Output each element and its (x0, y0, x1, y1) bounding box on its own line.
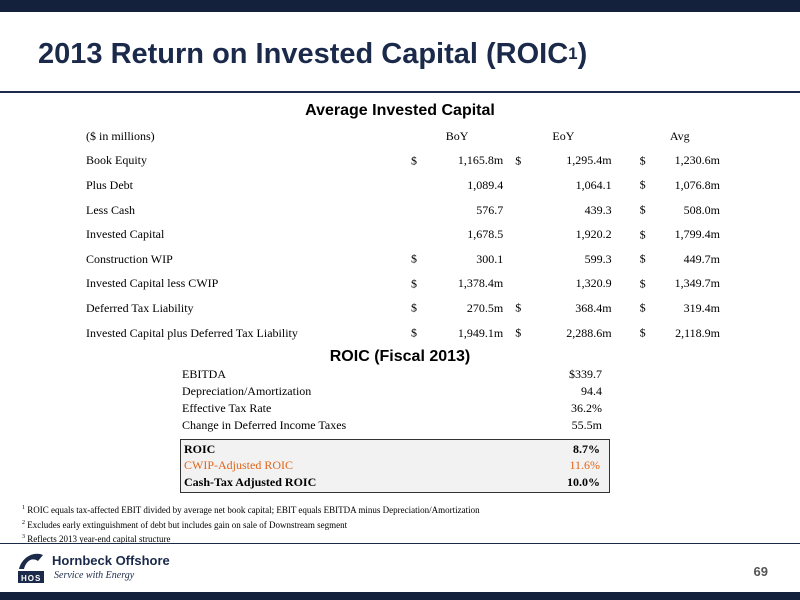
boy-value: 576.7 (476, 202, 504, 217)
roic-input-value: $339.7 (569, 367, 602, 381)
table-row: Invested Capital 1,678.5 1,920.2 $1,799.… (86, 222, 720, 247)
invested-capital-table: ($ in millions) BoY EoY Avg Book Equity … (86, 124, 720, 345)
avg-value: $1,076.8m (639, 177, 720, 192)
table-row: Plus Debt 1,089.4 1,064.1 $1,076.8m (86, 173, 720, 198)
roic-input-label: Effective Tax Rate (182, 401, 272, 415)
avg-value: $2,118.9m (639, 325, 720, 340)
company-name: Hornbeck Offshore (52, 553, 170, 568)
row-label: Construction WIP (86, 251, 173, 266)
roic-input-label: Change in Deferred Income Taxes (182, 418, 347, 432)
avg-value: $508.0m (639, 202, 720, 217)
cash-tax-adjusted-roic-row: Cash-Tax Adjusted ROIC 10.0% (184, 474, 604, 491)
row-label: Plus Debt (86, 177, 134, 192)
roic-inputs-table: EBITDA $339.7 Depreciation/Amortization … (182, 366, 608, 434)
column-header-avg: Avg (669, 128, 690, 143)
roic-input-value: 55.5m (571, 418, 602, 432)
table-row: Effective Tax Rate 36.2% (182, 400, 608, 417)
avg-value: $449.7m (639, 251, 720, 266)
cwip-adjusted-roic-value: 11.6% (569, 458, 600, 473)
boy-value: $270.5m (411, 300, 504, 315)
boy-value: $1,949.1m (411, 325, 504, 340)
row-label: Less Cash (86, 202, 135, 217)
slide-title-footnote-marker: 1 (568, 44, 578, 63)
hos-logo-icon: HOS (16, 549, 46, 585)
roic-input-value: 36.2% (571, 401, 602, 415)
title-rule (0, 91, 800, 93)
boy-value: 1,089.4 (467, 177, 504, 192)
svg-text:HOS: HOS (21, 574, 41, 583)
column-header-eoy: EoY (552, 128, 575, 143)
table-row: Less Cash 576.7 439.3 $508.0m (86, 198, 720, 223)
roic-heading: ROIC (Fiscal 2013) (329, 348, 471, 365)
table-row: Book Equity $1,165.8m $1,295.4m $1,230.6… (86, 149, 720, 174)
cwip-adjusted-roic-row: CWIP-Adjusted ROIC 11.6% (184, 458, 604, 475)
boy-value: $300.1 (411, 251, 504, 266)
column-header-boy: BoY (445, 128, 469, 143)
invested-capital-heading: Average Invested Capital (305, 102, 495, 119)
boy-value: $1,378.4m (411, 276, 504, 291)
roic-label: ROIC (184, 441, 216, 456)
row-label: Invested Capital less CWIP (86, 276, 219, 291)
boy-value: 1,678.5 (467, 227, 504, 242)
footnote: 3 Reflects 2013 year-end capital structu… (22, 534, 171, 544)
row-label: Book Equity (86, 153, 148, 168)
boy-value: $1,165.8m (411, 153, 504, 168)
bottom-bar (0, 592, 800, 600)
eoy-value: 599.3 (584, 251, 612, 266)
avg-value: $1,349.7m (639, 276, 720, 291)
eoy-value: $368.4m (515, 300, 612, 315)
footer-rule (0, 543, 800, 544)
table-row: Construction WIP $300.1 599.3 $449.7m (86, 247, 720, 272)
roic-row: ROIC 8.7% (184, 441, 604, 458)
footnote: 2 Excludes early extinguishment of debt … (22, 519, 348, 530)
table-row: Depreciation/Amortization 94.4 (182, 383, 608, 400)
row-label: Invested Capital plus Deferred Tax Liabi… (86, 325, 298, 340)
cash-tax-adjusted-roic-value: 10.0% (567, 474, 600, 489)
table-row: Invested Capital plus Deferred Tax Liabi… (86, 321, 720, 346)
roic-results-table: ROIC 8.7% CWIP-Adjusted ROIC 11.6% Cash-… (184, 441, 604, 491)
eoy-value: 1,064.1 (575, 177, 612, 192)
table-row: EBITDA $339.7 (182, 366, 608, 383)
footnotes: 1 ROIC equals tax-affected EBIT divided … (22, 502, 480, 546)
eoy-value: $2,288.6m (515, 325, 612, 340)
table-row: Invested Capital less CWIP $1,378.4m 1,3… (86, 272, 720, 297)
column-header-label: ($ in millions) (86, 128, 155, 143)
slide-title: 2013 Return on Invested Capital (ROIC1) (38, 38, 587, 71)
roic-input-value: 94.4 (581, 384, 602, 398)
roic-results-box (180, 439, 610, 493)
avg-value: $319.4m (639, 300, 720, 315)
roic-value: 8.7% (573, 441, 600, 456)
avg-value: $1,230.6m (639, 153, 720, 168)
footnote: 1 ROIC equals tax-affected EBIT divided … (22, 505, 480, 515)
table-header-row: ($ in millions) BoY EoY Avg (86, 124, 720, 149)
roic-input-label: EBITDA (182, 367, 226, 381)
cwip-adjusted-roic-label: CWIP-Adjusted ROIC (184, 458, 293, 473)
table-row: Change in Deferred Income Taxes 55.5m (182, 417, 608, 434)
row-label: Invested Capital (86, 227, 165, 242)
cash-tax-adjusted-roic-label: Cash-Tax Adjusted ROIC (184, 474, 317, 489)
avg-value: $1,799.4m (639, 227, 720, 242)
page-number: 69 (753, 564, 768, 579)
slide-title-text: 2013 Return on Invested Capital (ROIC (38, 38, 569, 70)
eoy-value: 1,320.9 (575, 276, 612, 291)
company-tagline: Service with Energy (54, 570, 135, 581)
top-bar (0, 0, 800, 12)
roic-input-label: Depreciation/Amortization (182, 384, 312, 398)
table-row: Deferred Tax Liability $270.5m $368.4m $… (86, 296, 720, 321)
row-label: Deferred Tax Liability (86, 300, 194, 315)
eoy-value: 439.3 (584, 202, 612, 217)
eoy-value: 1,920.2 (575, 227, 612, 242)
eoy-value: $1,295.4m (515, 153, 612, 168)
slide-title-close: ) (577, 38, 588, 70)
